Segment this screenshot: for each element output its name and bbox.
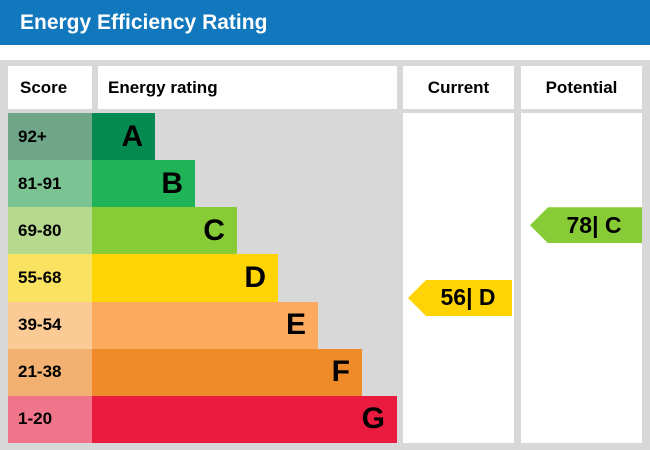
band-score-range: 55-68: [8, 254, 92, 302]
band-bar-d: D: [92, 254, 279, 302]
band-letter: B: [161, 166, 184, 200]
chart-title-bar: Energy Efficiency Rating: [0, 0, 650, 45]
band-bar-area: E: [92, 301, 397, 349]
band-bar-area: B: [92, 160, 397, 208]
band-bar-area: A: [92, 113, 397, 161]
current-rating-arrow: 56| D: [408, 279, 512, 316]
band-score-range: 39-54: [8, 301, 92, 349]
rating-bands: 92+ A 81-91 B 69-80 C 55-68 D 39-54 E 21-38 F 1-20 G: [8, 113, 397, 443]
band-score-range: 92+: [8, 113, 92, 161]
band-bar-area: G: [92, 395, 397, 443]
band-bar-f: F: [92, 348, 362, 396]
band-letter: D: [244, 260, 267, 294]
energy-rating-column-header: Energy rating: [98, 66, 397, 109]
potential-rating-label: 78| C: [566, 211, 622, 238]
band-letter: A: [121, 119, 144, 153]
band-bar-a: A: [92, 113, 156, 161]
band-bar-area: C: [92, 207, 397, 255]
score-column-header: Score: [8, 66, 92, 109]
band-row-f: 21-38 F: [8, 348, 397, 396]
band-letter: C: [203, 213, 225, 247]
chart-frame: Score Energy rating Current Potential 92…: [0, 60, 650, 450]
band-row-g: 1-20 G: [8, 395, 397, 443]
band-score-range: 81-91: [8, 160, 92, 208]
current-rating-label: 56| D: [440, 284, 496, 311]
band-row-b: 81-91 B: [8, 160, 397, 208]
band-bar-g: G: [92, 395, 397, 443]
band-row-a: 92+ A: [8, 113, 397, 161]
band-score-range: 1-20: [8, 395, 92, 443]
potential-column: [521, 113, 642, 443]
band-letter: E: [285, 308, 306, 342]
chart-title: Energy Efficiency Rating: [20, 10, 268, 34]
band-bar-c: C: [92, 207, 237, 255]
current-column: [403, 113, 514, 443]
band-score-range: 69-80: [8, 207, 92, 255]
potential-rating-arrow: 78| C: [530, 207, 642, 244]
band-letter: G: [361, 402, 385, 436]
band-bar-b: B: [92, 160, 196, 208]
band-bar-e: E: [92, 301, 318, 349]
band-score-range: 21-38: [8, 348, 92, 396]
band-bar-area: D: [92, 254, 397, 302]
band-row-d: 55-68 D: [8, 254, 397, 302]
band-letter: F: [331, 355, 350, 389]
potential-column-header: Potential: [521, 66, 642, 109]
current-column-header: Current: [403, 66, 514, 109]
band-row-e: 39-54 E: [8, 301, 397, 349]
band-row-c: 69-80 C: [8, 207, 397, 255]
band-bar-area: F: [92, 348, 397, 396]
